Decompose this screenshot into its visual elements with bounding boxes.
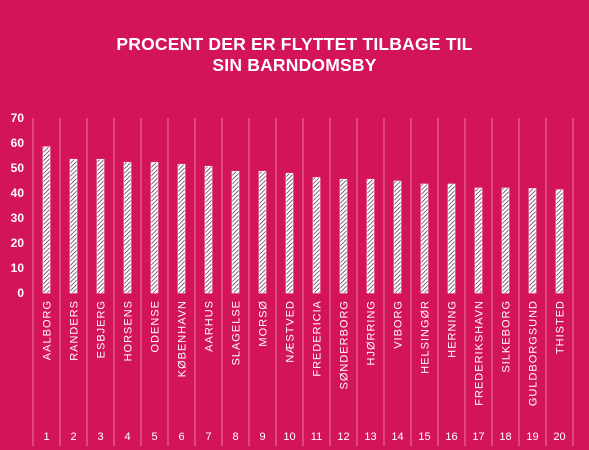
category-label: HJØRRING [366, 300, 378, 365]
category-label: SØNDERBORG [339, 300, 351, 389]
y-tick-label: 10 [11, 261, 25, 275]
bar [258, 170, 267, 294]
rank-label: 14 [391, 431, 403, 443]
bar [285, 172, 294, 294]
category-label: HELSINGØR [420, 300, 432, 374]
y-tick-label: 60 [11, 136, 25, 150]
category-label: FREDERIKSHAVN [474, 300, 486, 406]
chart-title: PROCENT DER ER FLYTTET TILBAGE TIL SIN B… [116, 34, 473, 75]
rank-label: 19 [526, 431, 538, 443]
category-label: HERNING [447, 300, 459, 358]
bar [501, 187, 510, 294]
bar [204, 165, 213, 294]
bar [177, 163, 186, 294]
category-label: SILKEBORG [501, 300, 513, 373]
y-tick-label: 20 [11, 236, 25, 250]
bar [312, 177, 321, 294]
category-label: AARHUS [204, 300, 216, 352]
y-axis-ticks: 0 10 20 30 40 50 60 70 [11, 111, 25, 300]
bar [474, 187, 483, 294]
category-label: KØBENHAVN [177, 300, 189, 377]
y-tick-label: 70 [11, 111, 25, 125]
bar [420, 183, 429, 294]
rank-label: 2 [70, 431, 76, 443]
bar [555, 189, 564, 294]
rank-label: 4 [124, 431, 130, 443]
rank-label: 6 [178, 431, 184, 443]
bar [150, 161, 159, 294]
category-label: SLAGELSE [231, 300, 243, 365]
category-labels: AALBORG RANDERS ESBJERG HORSENS ODENSE KØBENH… [42, 300, 567, 406]
rank-label: 7 [205, 431, 211, 443]
rank-label: 13 [364, 431, 376, 443]
rank-label: 17 [472, 431, 484, 443]
bar [339, 178, 348, 294]
category-label: VIBORG [393, 300, 405, 349]
y-tick-label: 30 [11, 211, 25, 225]
bar [42, 146, 51, 294]
rank-label: 16 [445, 431, 457, 443]
category-label: NÆSTVED [285, 300, 297, 363]
category-label: AALBORG [42, 300, 54, 360]
category-label: ODENSE [150, 300, 162, 352]
rank-label: 18 [499, 431, 511, 443]
bar [528, 188, 537, 294]
y-tick-label: 50 [11, 161, 25, 175]
grid-lines [32, 118, 574, 446]
bar [69, 158, 78, 294]
bar [393, 180, 402, 294]
y-tick-label: 40 [11, 186, 25, 200]
rank-label: 11 [311, 431, 322, 443]
bar [123, 161, 132, 294]
rank-label: 9 [259, 431, 265, 443]
bar [96, 158, 105, 294]
category-label: HORSENS [123, 300, 135, 361]
category-label: RANDERS [69, 300, 81, 361]
rank-label: 5 [151, 431, 157, 443]
rank-labels: 1 2 3 4 5 6 7 8 9 10 11 12 13 14 15 16 17 18 19 20 [43, 431, 565, 443]
category-label: MORSØ [258, 300, 270, 347]
rank-label: 8 [232, 431, 238, 443]
y-tick-label: 0 [17, 286, 24, 300]
rank-label: 3 [97, 431, 103, 443]
rank-label: 15 [418, 431, 430, 443]
bar [447, 183, 456, 294]
bar [366, 178, 375, 294]
category-label: GULDBORGSUND [528, 300, 540, 406]
bars [42, 146, 564, 294]
rank-label: 12 [337, 431, 349, 443]
rank-label: 20 [553, 431, 565, 443]
category-label: THISTED [555, 300, 567, 354]
rank-label: 1 [43, 431, 49, 443]
rank-label: 10 [283, 431, 295, 443]
category-label: FREDERICIA [312, 300, 324, 377]
category-label: ESBJERG [96, 300, 108, 358]
bar [231, 170, 240, 294]
